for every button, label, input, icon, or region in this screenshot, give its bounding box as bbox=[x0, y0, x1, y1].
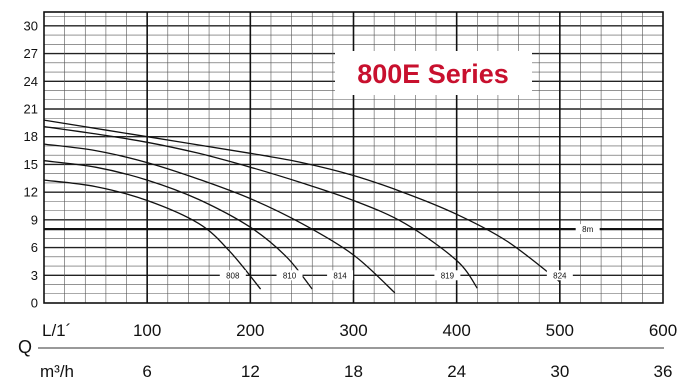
curve-label-824: 824 bbox=[553, 271, 567, 280]
x-unit-m3h: m³/h bbox=[40, 362, 74, 381]
q-label: Q bbox=[18, 337, 32, 357]
curve-819 bbox=[43, 125, 478, 289]
curve-label-819: 819 bbox=[441, 271, 455, 280]
y-tick-label: 12 bbox=[24, 185, 38, 200]
x-tick-label-lmin: 200 bbox=[236, 321, 264, 340]
y-tick-label: 24 bbox=[24, 74, 38, 89]
y-tick-label: 0 bbox=[31, 296, 38, 311]
plot-frame bbox=[43, 11, 664, 304]
x-tick-label-lmin: 400 bbox=[442, 321, 470, 340]
x-tick-label-m3h: 36 bbox=[654, 362, 673, 381]
curve-label-808: 808 bbox=[226, 271, 240, 280]
curve-814 bbox=[43, 143, 396, 294]
y-axis-labels: 0 3 6 9 12 15 18 21 24 27 30 bbox=[24, 18, 38, 310]
x-tick-label-lmin: 600 bbox=[649, 321, 677, 340]
y-tick-label: 21 bbox=[24, 102, 38, 117]
title-box bbox=[335, 51, 532, 95]
y-tick-label: 27 bbox=[24, 46, 38, 61]
y-tick-label: 3 bbox=[31, 268, 38, 283]
x-tick-label-m3h: 12 bbox=[241, 362, 260, 381]
y-tick-label: 30 bbox=[24, 18, 38, 33]
reference-line: 8m bbox=[44, 224, 663, 235]
reference-label: 8m bbox=[582, 225, 593, 234]
curve-810 bbox=[43, 160, 313, 290]
curve-label-bg-810 bbox=[276, 270, 303, 281]
y-tick-label: 15 bbox=[24, 157, 38, 172]
curve-label-814: 814 bbox=[333, 271, 347, 280]
x-unit-lmin: L/1´ bbox=[42, 321, 71, 340]
x-axis-labels: 100 200 300 400 500 600 6 12 18 24 30 36 bbox=[133, 321, 677, 381]
curve-label-bg-819 bbox=[434, 270, 461, 281]
x-tick-label-lmin: 500 bbox=[546, 321, 574, 340]
x-tick-label-m3h: 6 bbox=[142, 362, 151, 381]
curve-808 bbox=[43, 179, 262, 290]
curve-label-810: 810 bbox=[283, 271, 297, 280]
x-tick-label-m3h: 24 bbox=[447, 362, 466, 381]
series-curves: 808 810 814 819 824 bbox=[43, 119, 573, 294]
curve-label-bg-814 bbox=[327, 270, 354, 281]
curve-label-bg-824 bbox=[546, 270, 573, 281]
x-tick-label-m3h: 30 bbox=[550, 362, 569, 381]
x-tick-label-lmin: 100 bbox=[133, 321, 161, 340]
curve-824 bbox=[43, 119, 561, 283]
curve-label-bg-808 bbox=[219, 270, 246, 281]
y-tick-label: 18 bbox=[24, 129, 38, 144]
reference-label-bg bbox=[575, 224, 600, 235]
x-tick-label-m3h: 18 bbox=[344, 362, 363, 381]
x-tick-label-lmin: 300 bbox=[339, 321, 367, 340]
y-tick-label: 6 bbox=[31, 240, 38, 255]
y-tick-label: 9 bbox=[31, 212, 38, 227]
chart-title: 800E Series bbox=[357, 59, 509, 89]
